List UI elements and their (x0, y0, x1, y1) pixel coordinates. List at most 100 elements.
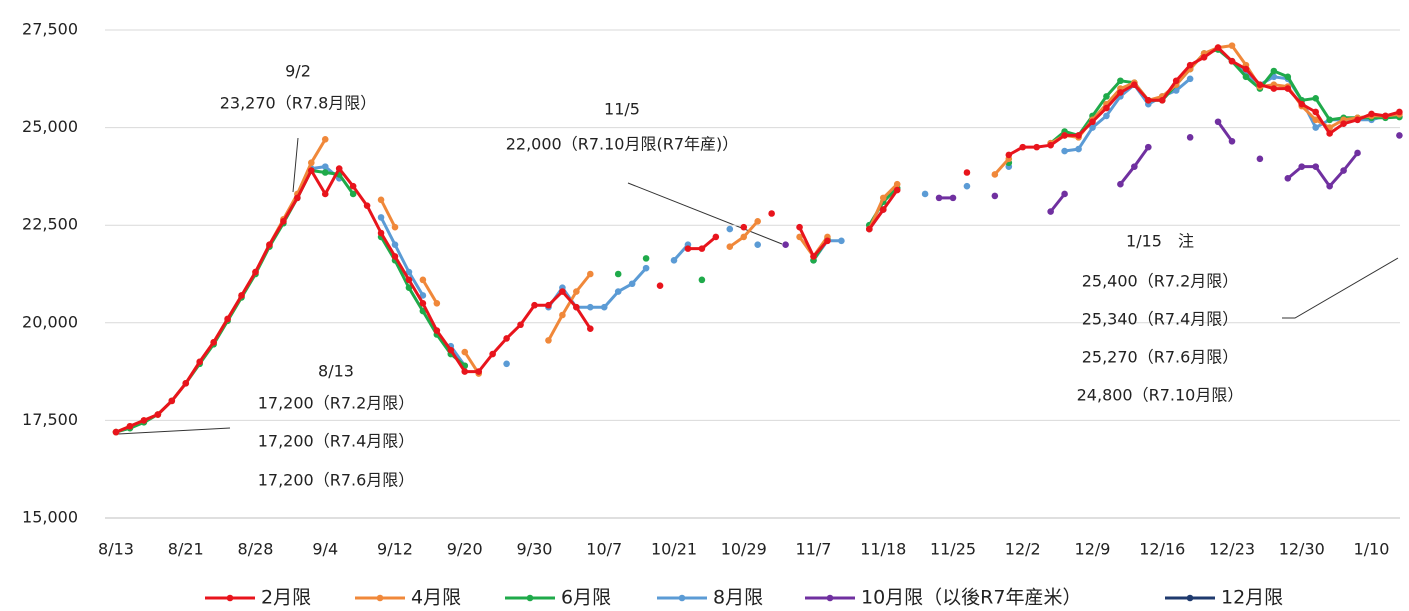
series-line (547, 273, 592, 342)
data-point (1256, 81, 1264, 88)
data-point (1298, 163, 1306, 170)
data-point (991, 171, 999, 178)
data-point (893, 186, 901, 194)
data-point (1117, 180, 1124, 188)
data-point (377, 214, 385, 221)
data-point (879, 194, 887, 202)
data-point (1368, 110, 1375, 118)
data-point (684, 245, 692, 252)
data-point (879, 206, 887, 213)
data-point (712, 233, 720, 241)
data-point (433, 327, 441, 334)
x-tick-label: 12/16 (1139, 540, 1185, 559)
data-point (461, 348, 469, 356)
data-point (391, 253, 399, 260)
annotation: 24,800（R7.10月限） (1077, 386, 1244, 405)
data-point (1061, 190, 1068, 198)
legend-label: 10月限（以後R7年産米） (861, 587, 1081, 609)
data-point (838, 237, 845, 245)
x-tick-label: 8/13 (98, 540, 134, 559)
annotation: 17,200（R7.2月限） (258, 394, 415, 413)
data-point (335, 165, 343, 172)
data-point (642, 255, 650, 262)
data-point (419, 292, 427, 299)
data-point (1158, 96, 1166, 104)
data-point (545, 301, 552, 309)
data-point (1228, 137, 1236, 145)
series-line (1216, 120, 1234, 143)
data-point (1172, 77, 1180, 85)
series-line (379, 216, 425, 297)
annotation: 9/2 (285, 62, 311, 81)
data-point (1270, 67, 1278, 75)
annotation: 25,340（R7.4月限） (1082, 310, 1239, 329)
annotation: 23,270（R7.8月限） (220, 94, 377, 113)
data-point (419, 276, 427, 284)
legend-marker (678, 594, 686, 602)
data-point (1354, 149, 1361, 157)
legend-marker (526, 594, 534, 602)
data-point (377, 229, 385, 237)
data-point (461, 368, 469, 375)
data-point (573, 288, 580, 295)
data-point (280, 217, 287, 225)
data-point (1214, 44, 1222, 51)
x-tick-label: 8/28 (238, 540, 274, 559)
data-point (1284, 175, 1292, 182)
data-point (1117, 77, 1124, 85)
data-point (1145, 143, 1152, 151)
data-point (349, 182, 357, 190)
annotation: 25,400（R7.2月限） (1082, 272, 1239, 291)
annotation: 22,000（R7.10月限(R7年産)） (506, 135, 739, 154)
legend-marker (376, 594, 384, 602)
series-line (1286, 152, 1359, 188)
data-point (210, 339, 217, 346)
data-point (1200, 54, 1208, 61)
data-point (1103, 104, 1110, 112)
series-line (1049, 193, 1066, 213)
series-line (421, 279, 439, 305)
data-point (503, 360, 510, 368)
data-point (1019, 143, 1027, 151)
data-point (573, 303, 580, 311)
data-point (294, 194, 301, 202)
data-point (1047, 208, 1054, 215)
data-point (433, 299, 441, 307)
data-point (754, 241, 761, 249)
data-point (545, 337, 552, 344)
data-point (1061, 132, 1068, 139)
data-point (321, 163, 329, 170)
data-point (587, 270, 594, 278)
data-point (1326, 182, 1333, 190)
data-point (1312, 95, 1319, 102)
x-tick-label: 8/21 (168, 540, 204, 559)
data-point (559, 288, 566, 295)
leader-line (292, 137, 299, 193)
data-point (866, 225, 873, 233)
x-tick-label: 9/30 (517, 540, 553, 559)
data-point (698, 276, 706, 284)
data-point (252, 268, 259, 276)
data-point (1396, 108, 1403, 116)
data-point (1131, 163, 1138, 170)
data-point (726, 243, 734, 250)
data-point (740, 223, 748, 231)
data-point (810, 253, 817, 260)
data-point (656, 282, 664, 290)
x-tick-label: 9/12 (377, 540, 413, 559)
data-point (670, 257, 678, 264)
data-point (308, 159, 315, 167)
data-point (1186, 75, 1194, 83)
data-point (1326, 116, 1333, 124)
data-point (642, 264, 650, 272)
annotation: 11/5 (604, 100, 640, 119)
series-line (1008, 46, 1400, 157)
y-tick-label: 17,500 (22, 410, 78, 429)
data-point (1326, 130, 1333, 137)
data-point (168, 397, 176, 405)
x-tick-label: 9/20 (447, 540, 483, 559)
data-point (1340, 167, 1347, 174)
data-point (1131, 81, 1138, 88)
data-point (1382, 112, 1389, 120)
x-tick-label: 10/21 (651, 540, 697, 559)
